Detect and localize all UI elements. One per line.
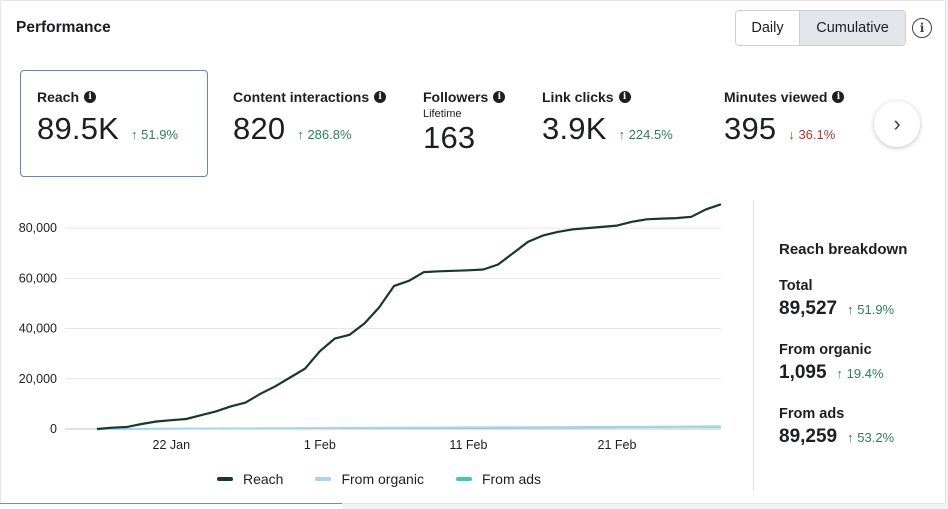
metric-label: Minutes viewed (724, 89, 828, 105)
info-icon[interactable]: i (493, 91, 506, 103)
breakdown-value-organic: 1,095 (779, 362, 827, 383)
chevron-right-icon[interactable]: › (874, 101, 920, 147)
bottom-scrollbar[interactable] (0, 503, 342, 509)
metric-change: 36.1% (798, 127, 836, 142)
arrow-up-icon: ↑ (297, 127, 304, 142)
legend-label: From ads (481, 471, 542, 487)
metric-card-minutes-viewed[interactable]: Minutes viewed i 395 ↓ 36.1% (724, 89, 845, 147)
view-toggle: Daily Cumulative (735, 10, 906, 46)
divider (753, 201, 754, 491)
metric-card-reach[interactable]: Reach i 89.5K ↑ 51.9% (20, 70, 208, 177)
daily-toggle-button[interactable]: Daily (736, 11, 800, 45)
y-tick-label: 60,000 (19, 271, 57, 285)
metric-value: 163 (423, 120, 476, 155)
metric-label: Followers (423, 89, 489, 105)
arrow-up-icon: ↑ (847, 430, 854, 445)
legend-item-ads[interactable]: From ads (455, 471, 542, 487)
metric-card-content-interactions[interactable]: Content interactions i 820 ↑ 286.8% (233, 89, 387, 147)
breakdown-change: 19.4% (846, 366, 884, 381)
arrow-up-icon: ↑ (847, 302, 854, 317)
x-tick-label: 21 Feb (598, 438, 637, 452)
legend-label: Reach (243, 471, 284, 487)
series-line-reach[interactable] (96, 203, 722, 431)
page-title: Performance (16, 19, 111, 36)
reach-breakdown-panel: Reach breakdown Total 89,527 ↑ 51.9% Fro… (779, 241, 907, 448)
metric-sublabel: Lifetime (423, 108, 462, 120)
breakdown-value-total: 89,527 (779, 298, 838, 319)
breakdown-change: 51.9% (857, 302, 895, 317)
metric-value: 89.5K (37, 111, 120, 146)
arrow-up-icon: ↑ (131, 127, 138, 142)
y-tick-label: 0 (50, 422, 57, 436)
breakdown-label-ads: From ads (779, 406, 845, 422)
breakdown-change: 53.2% (857, 430, 895, 445)
legend-swatch-reach (217, 477, 233, 481)
y-tick-label: 40,000 (19, 322, 57, 336)
info-icon[interactable]: i (374, 91, 387, 103)
reach-line-chart: 0 20,000 40,000 60,000 80,000 22 Jan 1 Feb 11 F… (19, 203, 722, 452)
legend-swatch-ads (455, 477, 472, 481)
metric-card-link-clicks[interactable]: Link clicks i 3.9K ↑ 224.5% (542, 89, 673, 147)
legend-label: From organic (341, 471, 424, 487)
x-tick-label: 22 Jan (153, 438, 191, 452)
legend-swatch-organic (315, 477, 332, 481)
info-icon[interactable]: i (912, 18, 932, 38)
cumulative-toggle-button[interactable]: Cumulative (800, 11, 905, 45)
info-icon[interactable]: i (618, 91, 631, 103)
metric-value: 395 (724, 111, 777, 146)
y-tick-label: 20,000 (19, 372, 57, 386)
breakdown-title: Reach breakdown (779, 241, 908, 258)
arrow-down-icon: ↓ (788, 127, 795, 142)
legend-item-organic[interactable]: From organic (315, 471, 424, 487)
breakdown-value-ads: 89,259 (779, 426, 838, 447)
metric-label: Content interactions (233, 89, 370, 105)
arrow-up-icon: ↑ (836, 366, 844, 381)
x-tick-label: 1 Feb (304, 438, 336, 452)
metric-label: Reach (37, 89, 80, 105)
metric-change: 224.5% (628, 127, 673, 142)
info-icon[interactable]: i (84, 91, 97, 103)
metric-label: Link clicks (542, 89, 614, 105)
breakdown-label-total: Total (779, 278, 813, 294)
x-tick-label: 11 Feb (449, 438, 487, 452)
chart-legend: Reach From organic From ads (217, 471, 541, 487)
metric-change: 286.8% (307, 127, 352, 142)
series-line-organic[interactable] (96, 425, 722, 430)
metric-card-followers[interactable]: Followers i Lifetime 163 (423, 89, 506, 156)
breakdown-label-organic: From organic (779, 342, 872, 358)
metric-value: 3.9K (542, 111, 607, 146)
info-icon[interactable]: i (832, 91, 845, 103)
legend-item-reach[interactable]: Reach (217, 471, 283, 487)
arrow-up-icon: ↑ (618, 127, 626, 142)
metric-change: 51.9% (141, 127, 179, 142)
metric-value: 820 (233, 111, 286, 146)
y-tick-label: 80,000 (19, 221, 57, 235)
